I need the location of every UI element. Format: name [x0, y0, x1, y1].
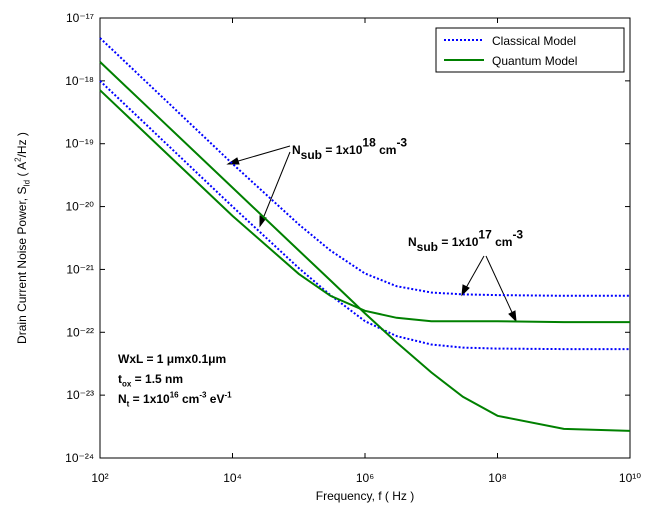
text-segment: sub: [417, 240, 438, 254]
text-segment: t: [118, 372, 122, 386]
text-segment: = 1x10: [322, 143, 363, 157]
arrow-head: [461, 284, 470, 297]
text-segment: = 1x10: [438, 235, 479, 249]
annotation: Nt = 1x1016 cm-3 eV-1: [118, 391, 232, 409]
x-tick-label: 10¹⁰: [619, 471, 641, 485]
y-tick-label: 10⁻²⁰: [66, 200, 95, 214]
text-segment: -3: [512, 227, 523, 241]
annotation: WxL = 1 μmx0.1μm: [118, 352, 226, 366]
text-segment: -3: [396, 135, 407, 149]
text-segment: = 1.5 nm: [131, 372, 183, 386]
x-tick-label: 10⁶: [356, 471, 374, 485]
x-tick-label: 10⁸: [488, 471, 506, 485]
text-segment: cm: [376, 143, 397, 157]
text-segment: /Hz ): [15, 132, 29, 157]
legend-label: Classical Model: [492, 34, 576, 48]
arrows: [226, 145, 517, 323]
y-tick-label: 10⁻²²: [66, 325, 94, 339]
text-segment: Id: [23, 180, 32, 187]
text-segment: N: [292, 143, 301, 157]
arrow: [485, 255, 517, 322]
text-segment: -3: [199, 391, 207, 400]
x-tick-label: 10²: [91, 471, 108, 485]
line-series: [99, 89, 630, 324]
text-segment: sub: [301, 148, 322, 162]
text-segment: 18: [362, 135, 376, 149]
y-axis-label: Drain Current Noise Power, SId ( A2/Hz ): [14, 132, 32, 344]
text-segment: t: [127, 400, 130, 409]
text-segment: ox: [122, 380, 132, 389]
text-segment: N: [408, 235, 417, 249]
text-segment: -1: [224, 391, 232, 400]
arrow: [259, 151, 291, 227]
x-axis-label: Frequency, f ( Hz ): [316, 489, 414, 503]
text-segment: = 1x10: [129, 392, 170, 406]
text-segment: Drain Current Noise Power, S: [15, 187, 29, 344]
text-segment: cm: [492, 235, 513, 249]
line-series: [99, 37, 630, 297]
text-segment: cm: [179, 392, 200, 406]
legend-box: [435, 27, 625, 73]
legend-label: Quantum Model: [492, 54, 577, 68]
annotation: tox = 1.5 nm: [118, 372, 183, 389]
y-tick-label: 10⁻¹⁸: [65, 74, 94, 88]
y-tick-label: 10⁻¹⁷: [66, 11, 94, 25]
annotation: Nsub = 1x1017 cm-3: [408, 227, 523, 254]
y-tick-label: 10⁻²⁴: [65, 451, 94, 465]
text-segment: eV: [206, 392, 224, 406]
y-tick-label: 10⁻¹⁹: [65, 137, 94, 151]
x-tick-label: 10⁴: [223, 471, 242, 485]
annotation: Nsub = 1x1018 cm-3: [292, 135, 407, 162]
text-segment: 17: [478, 227, 492, 241]
y-tick-label: 10⁻²³: [66, 388, 94, 402]
text-segment: WxL = 1 μmx0.1μm: [118, 352, 226, 366]
y-tick-label: 10⁻²¹: [66, 262, 94, 276]
text-segment: 2: [14, 157, 23, 162]
text-segment: 16: [170, 391, 179, 400]
arrow-head: [508, 310, 517, 323]
text-segment: ( A: [15, 162, 29, 180]
text-segment: N: [118, 392, 127, 406]
line-series: [99, 61, 631, 432]
